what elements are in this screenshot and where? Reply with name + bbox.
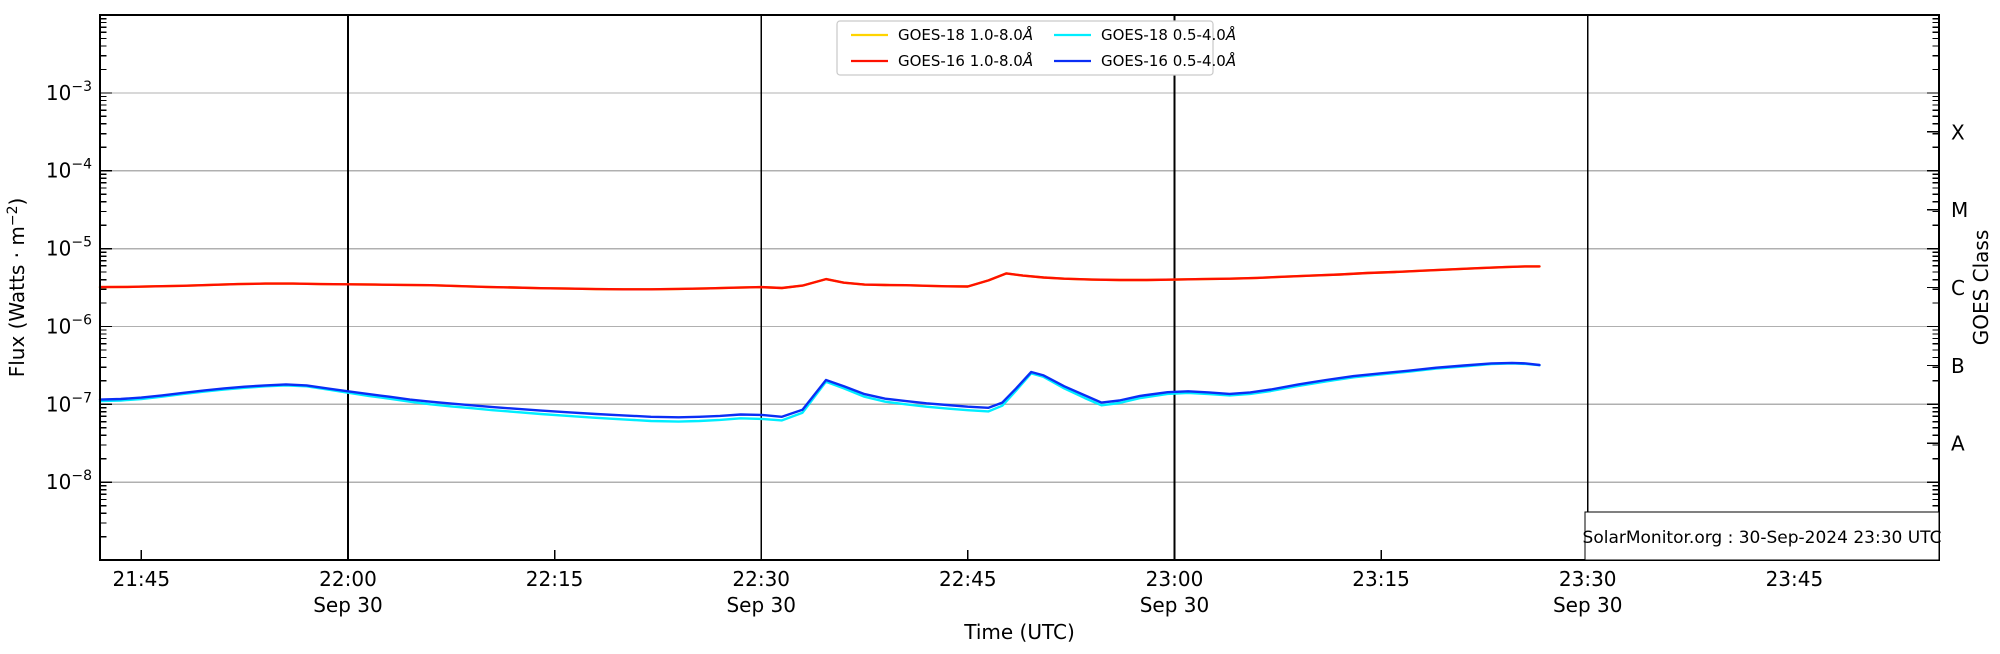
x-tick-date: Sep 30: [313, 593, 383, 617]
y-tick-label: 10−6: [46, 312, 92, 338]
goes-class-label: B: [1951, 354, 1965, 378]
legend-label: GOES-18 1.0-8.0Å: [898, 25, 1033, 44]
right-axis-title: GOES Class: [1969, 230, 1993, 346]
x-tick-label: 21:45: [112, 567, 170, 591]
x-tick-label: 22:00: [319, 567, 377, 591]
y-tick-label: 10−4: [46, 157, 92, 183]
y-tick-label: 10−3: [46, 79, 92, 105]
x-tick-label: 22:45: [939, 567, 997, 591]
x-tick-label: 23:45: [1766, 567, 1824, 591]
x-tick-label: 22:30: [732, 567, 790, 591]
legend-label: GOES-18 0.5-4.0Å: [1101, 25, 1236, 44]
x-axis-title: Time (UTC): [963, 620, 1075, 644]
series-lines: [98, 265, 1541, 423]
x-tick-label: 23:00: [1146, 567, 1204, 591]
y-tick-label: 10−5: [46, 235, 92, 261]
series-goes-18-1-0-8-0-: [98, 265, 1541, 291]
watermark: SolarMonitor.org : 30-Sep-2024 23:30 UTC: [1583, 511, 1942, 561]
goes-class-label: X: [1951, 120, 1965, 144]
legend-label: GOES-16 0.5-4.0Å: [1101, 51, 1236, 70]
goes-class-label: M: [1951, 198, 1968, 222]
plot-frame: [99, 14, 1940, 561]
series-goes-18-0-5-4-0-: [98, 362, 1541, 423]
y-axis-title: Flux (Watts · m−2): [5, 198, 29, 378]
time-gridlines: [347, 15, 1589, 560]
series-goes-16-1-0-8-0-: [98, 265, 1541, 291]
y-tick-labels: 10−3 10−4 10−5 10−6 10−7 10−8: [46, 79, 92, 494]
series-goes-16-0-5-4-0-: [98, 361, 1541, 419]
x-tick-label: 23:15: [1352, 567, 1410, 591]
goes-class-labels: X M C B A: [1951, 120, 1968, 455]
y-gridlines: [100, 92, 1939, 483]
y-tick-label: 10−7: [46, 390, 92, 416]
x-tick-label: 22:15: [526, 567, 584, 591]
x-tick-label: 23:30: [1559, 567, 1617, 591]
goes-class-label: C: [1951, 276, 1965, 300]
x-tick-date: Sep 30: [1553, 593, 1623, 617]
y-tick-label: 10−8: [46, 468, 92, 494]
legend-label: GOES-16 1.0-8.0Å: [898, 51, 1033, 70]
goes-class-label: A: [1951, 432, 1965, 456]
x-tick-date: Sep 30: [1140, 593, 1210, 617]
watermark-text: SolarMonitor.org : 30-Sep-2024 23:30 UTC: [1583, 528, 1942, 548]
x-tick-date: Sep 30: [726, 593, 796, 617]
axis-ticks: [100, 17, 1939, 560]
legend: GOES-18 1.0-8.0Å GOES-16 1.0-8.0Å GOES-18 …: [836, 20, 1236, 76]
